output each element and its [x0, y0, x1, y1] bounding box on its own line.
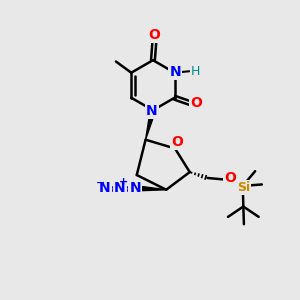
Text: N: N: [169, 65, 181, 79]
Text: O: O: [171, 135, 183, 149]
Text: H: H: [191, 65, 200, 78]
Text: O: O: [190, 96, 202, 110]
Text: N: N: [130, 181, 141, 195]
Text: N: N: [99, 181, 110, 195]
Polygon shape: [135, 186, 166, 191]
Text: O: O: [224, 171, 236, 185]
Text: N: N: [114, 181, 126, 195]
Polygon shape: [146, 110, 155, 140]
Text: −: −: [96, 177, 105, 188]
Text: Si: Si: [237, 181, 250, 194]
Text: N: N: [146, 104, 158, 118]
Text: O: O: [148, 28, 160, 42]
Text: +: +: [119, 177, 128, 188]
